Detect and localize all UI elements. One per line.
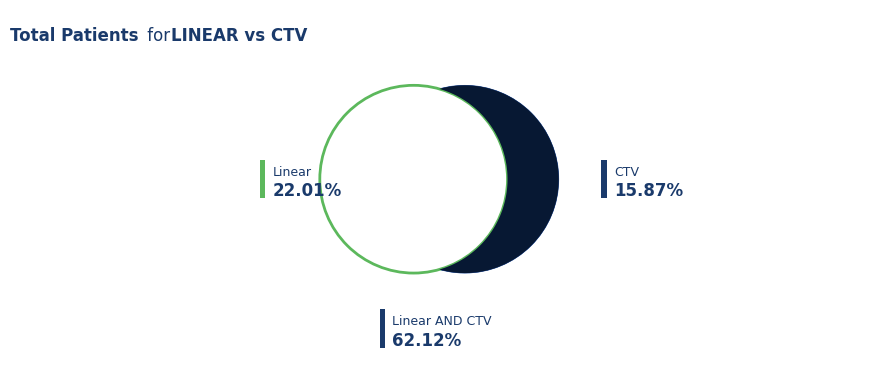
Text: Total Patients: Total Patients bbox=[10, 27, 139, 45]
Polygon shape bbox=[439, 85, 558, 273]
Circle shape bbox=[370, 85, 558, 273]
Text: 22.01%: 22.01% bbox=[273, 182, 342, 200]
Bar bbox=[379, 310, 384, 348]
Text: CTV: CTV bbox=[614, 166, 639, 179]
Text: for: for bbox=[142, 27, 175, 45]
Text: Linear: Linear bbox=[273, 166, 311, 179]
Bar bbox=[600, 160, 606, 199]
Text: 62.12%: 62.12% bbox=[392, 332, 461, 350]
Text: Linear AND CTV: Linear AND CTV bbox=[392, 315, 491, 328]
Bar bbox=[260, 160, 265, 199]
Text: LINEAR vs CTV: LINEAR vs CTV bbox=[170, 27, 307, 45]
Text: 15.87%: 15.87% bbox=[614, 182, 682, 200]
Circle shape bbox=[320, 85, 507, 273]
